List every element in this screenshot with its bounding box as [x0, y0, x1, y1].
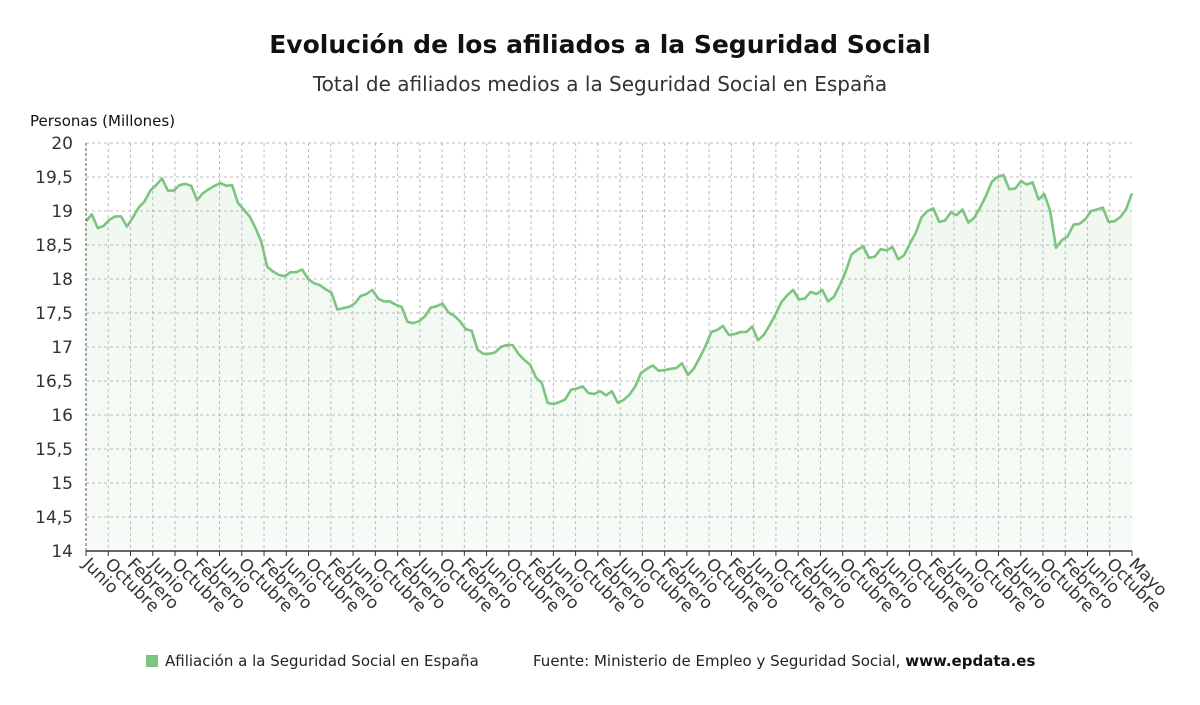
chart-subtitle: Total de afiliados medios a la Seguridad…: [312, 72, 888, 96]
legend-swatch: [146, 655, 158, 667]
source-note: Fuente: Ministerio de Empleo y Seguridad…: [533, 652, 1035, 670]
series-line: [85, 173, 1134, 406]
series-area-fill: [86, 175, 1132, 551]
y-tick-label: 14: [51, 542, 73, 562]
legend: Afiliación a la Seguridad Social en Espa…: [146, 652, 479, 670]
y-tick-label: 16: [51, 406, 73, 426]
y-tick-label: 19: [51, 202, 73, 222]
y-tick-label: 15: [51, 474, 73, 494]
chart-title: Evolución de los afiliados a la Segurida…: [269, 30, 931, 59]
y-tick-label: 18,5: [35, 236, 73, 256]
source-site: www.epdata.es: [905, 652, 1036, 670]
y-tick-label: 15,5: [35, 440, 73, 460]
y-tick-label: 17: [51, 338, 73, 358]
y-tick-label: 20: [51, 134, 73, 154]
y-axis-label: Personas (Millones): [30, 112, 176, 130]
source-prefix: Fuente: Ministerio de Empleo y Seguridad…: [533, 652, 901, 670]
y-tick-label: 16,5: [35, 372, 73, 392]
y-tick-label: 14,5: [35, 508, 73, 528]
y-tick-label: 17,5: [35, 304, 73, 324]
x-axis-ticks: JunioOctubreFebreroJunioOctubreFebreroJu…: [78, 551, 1171, 617]
legend-label: Afiliación a la Seguridad Social en Espa…: [165, 652, 479, 670]
y-tick-label: 19,5: [35, 168, 73, 188]
y-axis-ticks: 14 14,5 15 15,5 16 16,5 17 17,5 18 18,5 19 19,5 20: [35, 134, 73, 562]
y-tick-label: 18: [51, 270, 73, 290]
